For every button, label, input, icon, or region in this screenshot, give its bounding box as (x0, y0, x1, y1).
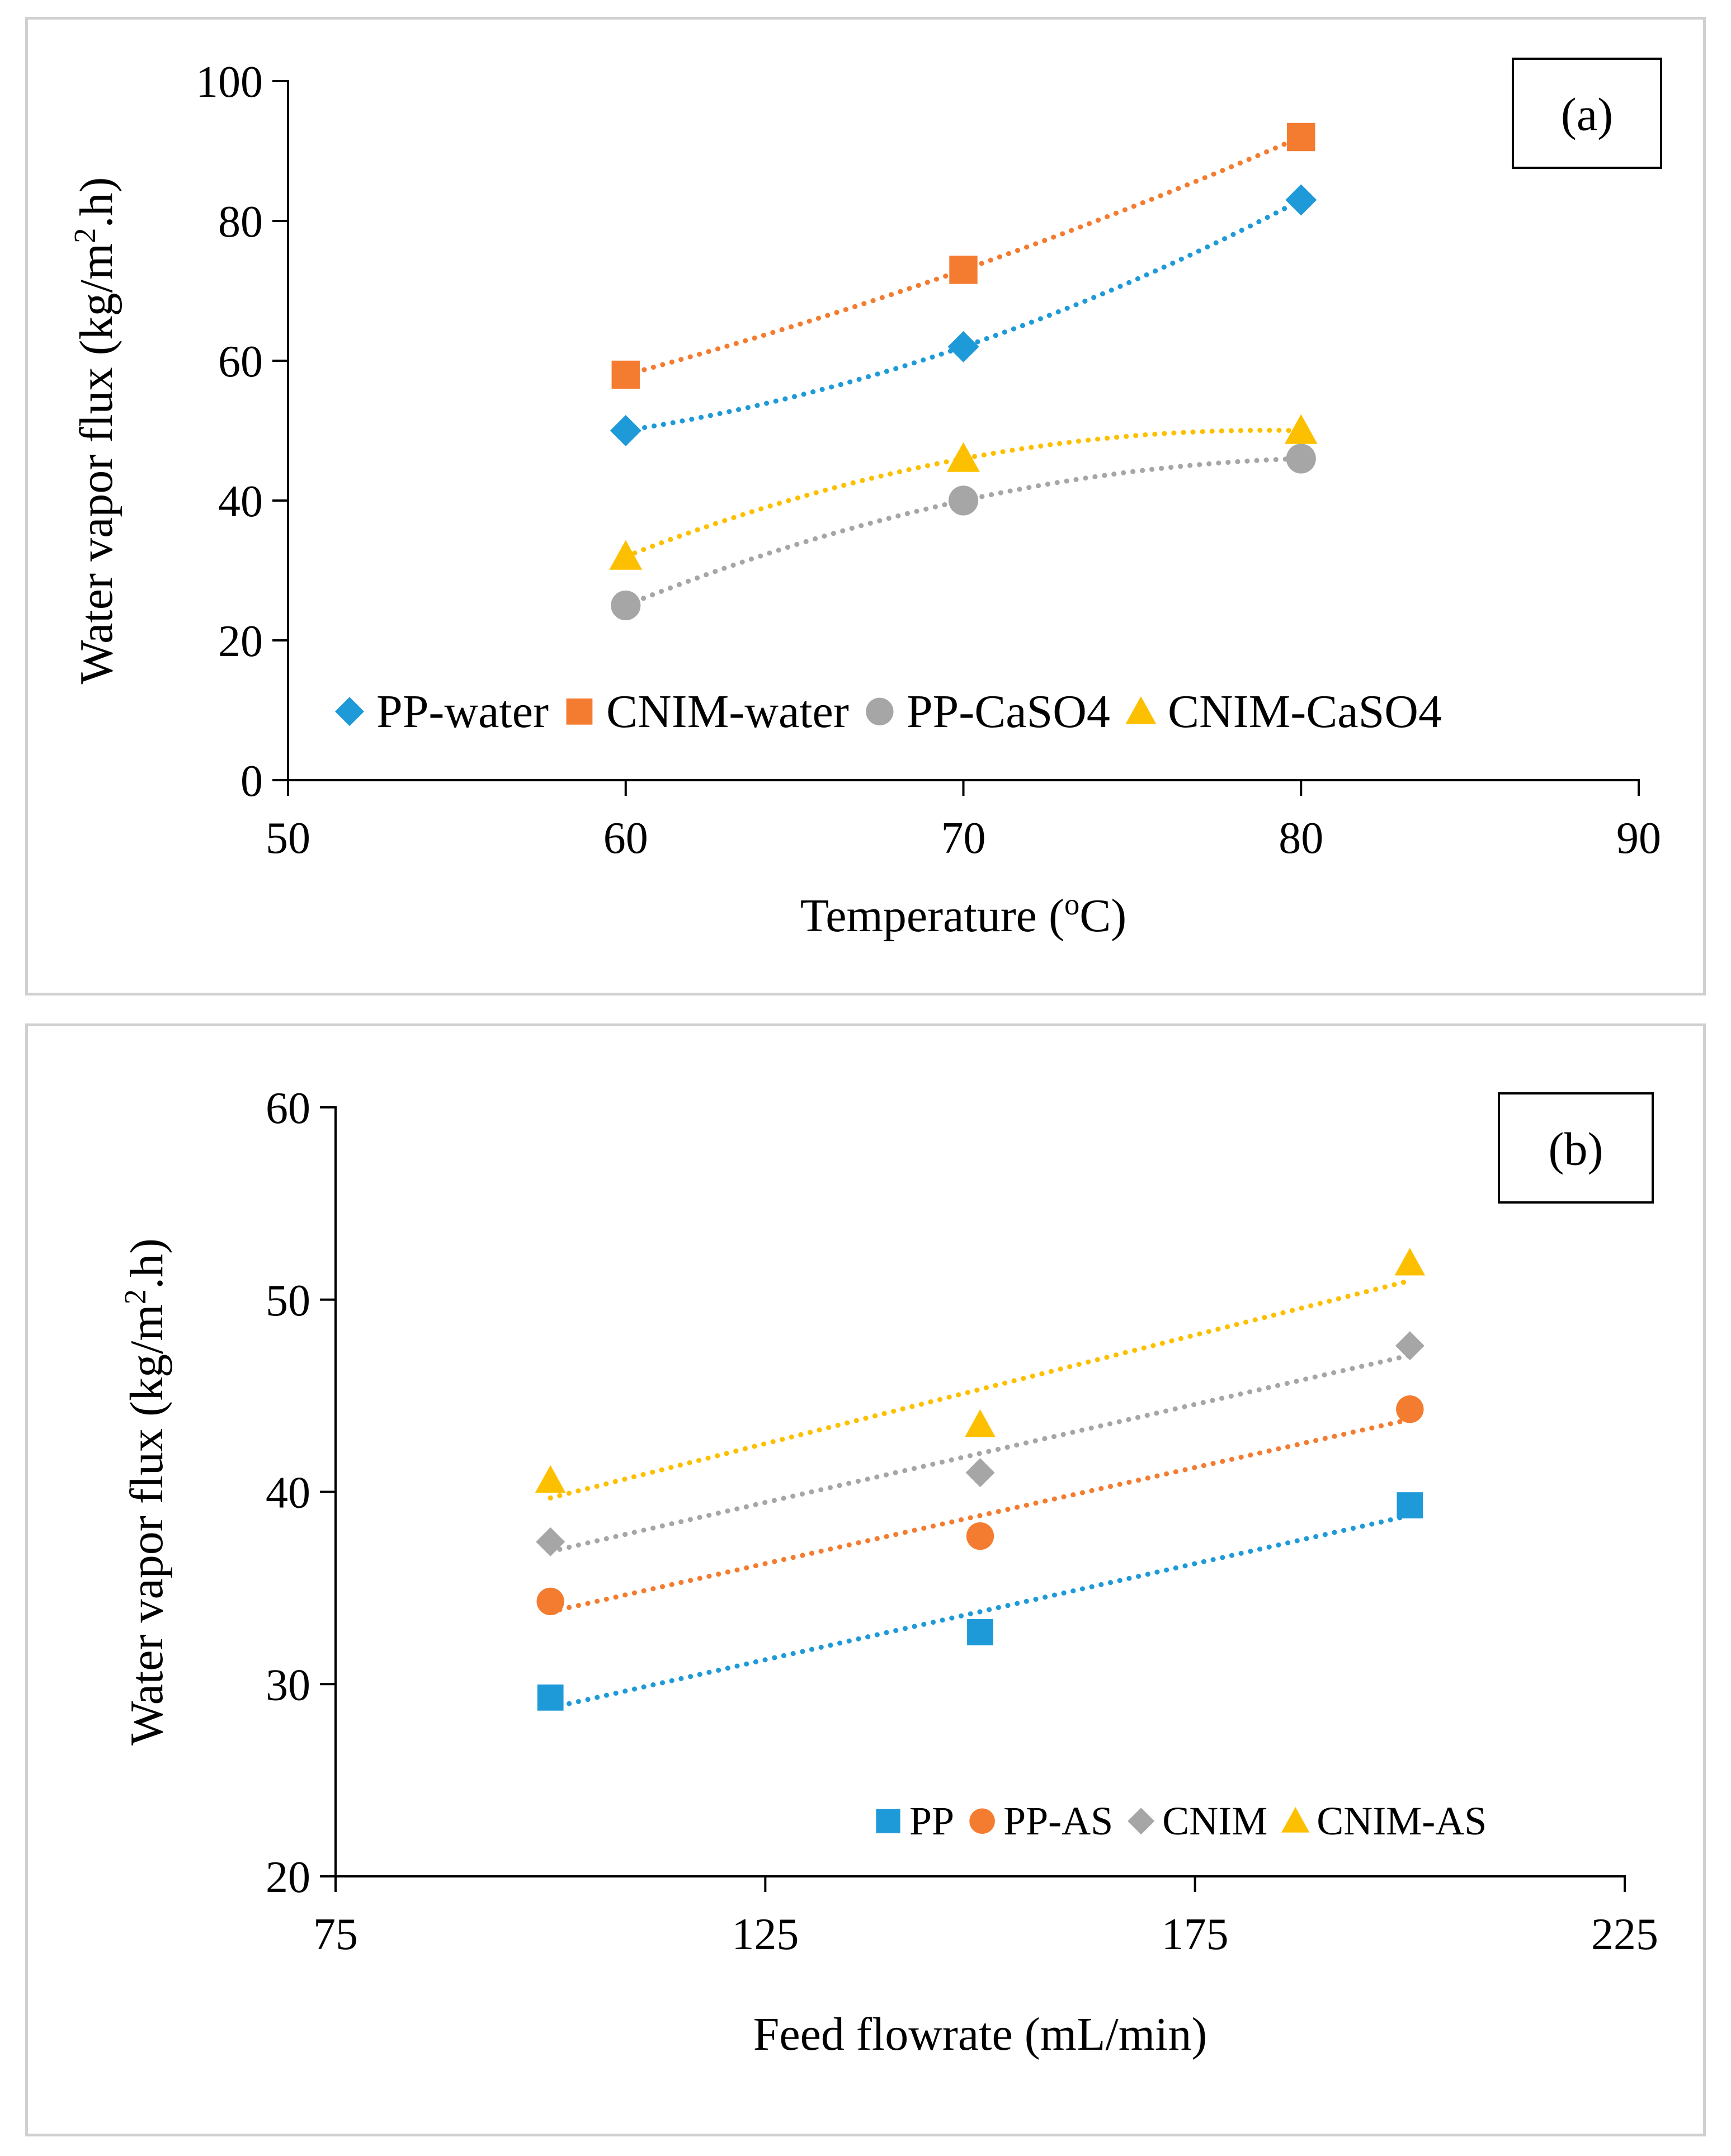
chart-a-y-tick-label-60: 60 (218, 337, 263, 386)
chart-b-y-tick-label-20: 20 (266, 1853, 310, 1902)
chart-a-x-axis-title: Temperature (oC) (800, 887, 1126, 942)
chart-b-trendline-pp-as (548, 1417, 1413, 1615)
chart-b-legend-label-cnim: CNIM (1162, 1799, 1267, 1843)
chart-b-x-tick-label-125: 125 (732, 1910, 799, 1959)
chart-b-legend-label-cnim-as: CNIM-AS (1317, 1799, 1487, 1843)
chart-b-point-cnim-as-150 (965, 1409, 996, 1437)
chart-a-y-axis-title: Water vapor flux (kg/m2.h) (68, 177, 122, 685)
chart-b-point-cnim-as-200 (1394, 1248, 1426, 1276)
chart-a-panel-label: (a) (1561, 89, 1613, 141)
chart-a-point-cnim-water-60 (611, 360, 640, 389)
chart-a-point-cnim-water-70 (949, 256, 978, 284)
chart-b-point-cnim-100 (536, 1527, 565, 1556)
chart-b-y-tick-label-50: 50 (266, 1276, 310, 1325)
chart-b-point-pp-100 (537, 1684, 564, 1711)
chart-b-legend-marker-pp-as (969, 1808, 995, 1834)
chart-b-point-pp-150 (967, 1619, 993, 1645)
chart-a-legend-label-cnim-caso4: CNIM-CaSO4 (1168, 686, 1442, 738)
chart-b-x-tick-label-225: 225 (1591, 1910, 1658, 1959)
chart-a-point-cnim-water-80 (1287, 122, 1315, 152)
chart-b-y-tick-label-40: 40 (266, 1469, 310, 1518)
chart-b-point-cnim-150 (965, 1458, 995, 1488)
chart-a-x-tick-label-80: 80 (1279, 814, 1323, 863)
chart-b-legend-label-pp: PP (909, 1799, 954, 1843)
chart-a-point-pp-caso4-60 (611, 590, 641, 621)
chart-b-point-pp-as-150 (966, 1522, 994, 1550)
chart-a-point-pp-water-80 (1285, 184, 1317, 216)
chart-b-y-axis-title: Water vapor flux (kg/m2.h) (118, 1238, 173, 1745)
chart-b-legend-marker-cnim-as (1281, 1807, 1310, 1833)
chart-b-y-tick-label-60: 60 (266, 1084, 310, 1133)
chart-b-x-axis-title: Feed flowrate (mL/min) (753, 2008, 1208, 2060)
chart-b-panel-label: (b) (1549, 1124, 1603, 1176)
chart-a-y-tick-label-20: 20 (218, 617, 263, 666)
chart-a-point-pp-caso4-70 (948, 485, 979, 516)
chart-a-y-tick-label-40: 40 (218, 477, 263, 526)
chart-a-legend-label-pp-caso4: PP-CaSO4 (907, 686, 1110, 738)
chart-a-x-tick-label-90: 90 (1616, 814, 1661, 863)
chart-a-y-tick-label-100: 100 (196, 58, 263, 107)
chart-b-point-pp-200 (1397, 1492, 1423, 1518)
chart-a-x-tick-label-70: 70 (941, 814, 986, 863)
chart-b-point-cnim-as-100 (535, 1465, 566, 1493)
chart-a-legend-marker-cnim-water (566, 698, 593, 725)
chart-b-y-tick-label-30: 30 (266, 1660, 310, 1710)
chart-b-trendline-cnim-as (548, 1278, 1413, 1501)
chart-b-panel-label-box (1498, 1092, 1654, 1204)
chart-b-x-tick-label-75: 75 (313, 1910, 358, 1959)
chart-a-point-cnim-caso4-80 (1284, 414, 1318, 444)
chart-a-x-tick-label-50: 50 (266, 814, 310, 863)
chart-a-y-tick-label-0: 0 (240, 757, 263, 806)
chart-a-svg: 0 20 40 60 80 100 50 60 70 80 90 Temperature (oC) Wa… (68, 58, 1662, 942)
chart-a-x-tick-label-60: 60 (603, 814, 648, 863)
chart-b-x-tick-label-175: 175 (1162, 1910, 1229, 1959)
chart-b-point-pp-as-100 (536, 1587, 564, 1616)
chart-a-trendline-pp-caso4 (623, 456, 1304, 608)
chart-a-point-cnim-caso4-60 (609, 540, 643, 570)
chart-panel-b: 20 30 40 50 60 75 125 175 225 Feed flowrate (mL/m… (25, 1023, 1706, 2136)
chart-b-point-cnim-200 (1395, 1331, 1425, 1361)
chart-b-point-pp-as-200 (1396, 1395, 1424, 1423)
chart-a-point-pp-caso4-80 (1286, 444, 1316, 474)
chart-b-svg: 20 30 40 50 60 75 125 175 225 Feed flowrate (mL/m… (118, 1084, 1658, 2060)
chart-a-point-pp-water-70 (947, 331, 979, 362)
chart-a-panel-label-box (1512, 58, 1662, 169)
chart-a-trendline-pp-water (623, 197, 1304, 433)
chart-b-legend-marker-pp (876, 1809, 900, 1833)
chart-b-trendline-cnim (548, 1352, 1413, 1554)
chart-a-legend-label-cnim-water: CNIM-water (606, 686, 849, 738)
chart-a-legend-marker-pp-caso4 (866, 697, 894, 725)
chart-a-legend-marker-pp-water (335, 697, 364, 726)
chart-b-legend-marker-cnim (1128, 1808, 1155, 1835)
chart-a-point-cnim-caso4-70 (947, 442, 980, 472)
chart-b-legend-label-pp-as: PP-AS (1003, 1799, 1113, 1843)
chart-panel-a: 0 20 40 60 80 100 50 60 70 80 90 Temperature (oC) Wa… (25, 17, 1706, 996)
chart-a-y-tick-label-80: 80 (218, 197, 263, 247)
chart-a-legend-marker-cnim-caso4 (1125, 696, 1157, 724)
chart-a-point-pp-water-60 (610, 415, 642, 446)
chart-b-trendline-pp (548, 1513, 1413, 1711)
chart-a-legend-label-pp-water: PP-water (376, 686, 549, 738)
